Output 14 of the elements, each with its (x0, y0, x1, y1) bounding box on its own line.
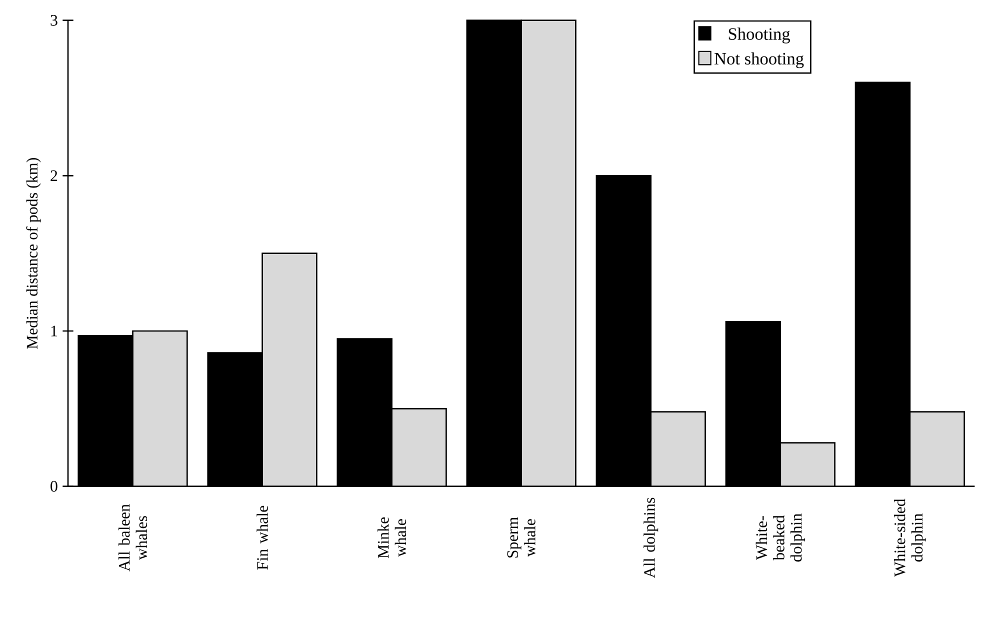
y-tick-label: 0 (50, 480, 58, 492)
y-tick-label: 2 (50, 170, 58, 181)
x-tick-label: All dolphins (644, 498, 658, 578)
y-axis-title: Median distance of pods (km) (26, 158, 41, 349)
legend-label: Not shooting (714, 52, 804, 68)
y-tick-label: 1 (51, 326, 58, 336)
legend-label: Shooting (728, 28, 790, 44)
x-tick-label: Fin whale (256, 506, 268, 570)
x-tick-label: White-sided dolphin (894, 498, 926, 577)
x-tick-label: All baleen whales (118, 504, 148, 572)
x-tick-label: Minke whale (378, 517, 406, 558)
y-tick-label: 3 (50, 14, 58, 26)
x-tick-label: White-beaked dolphin (756, 514, 805, 562)
x-tick-label: Sperm whale (507, 517, 536, 558)
